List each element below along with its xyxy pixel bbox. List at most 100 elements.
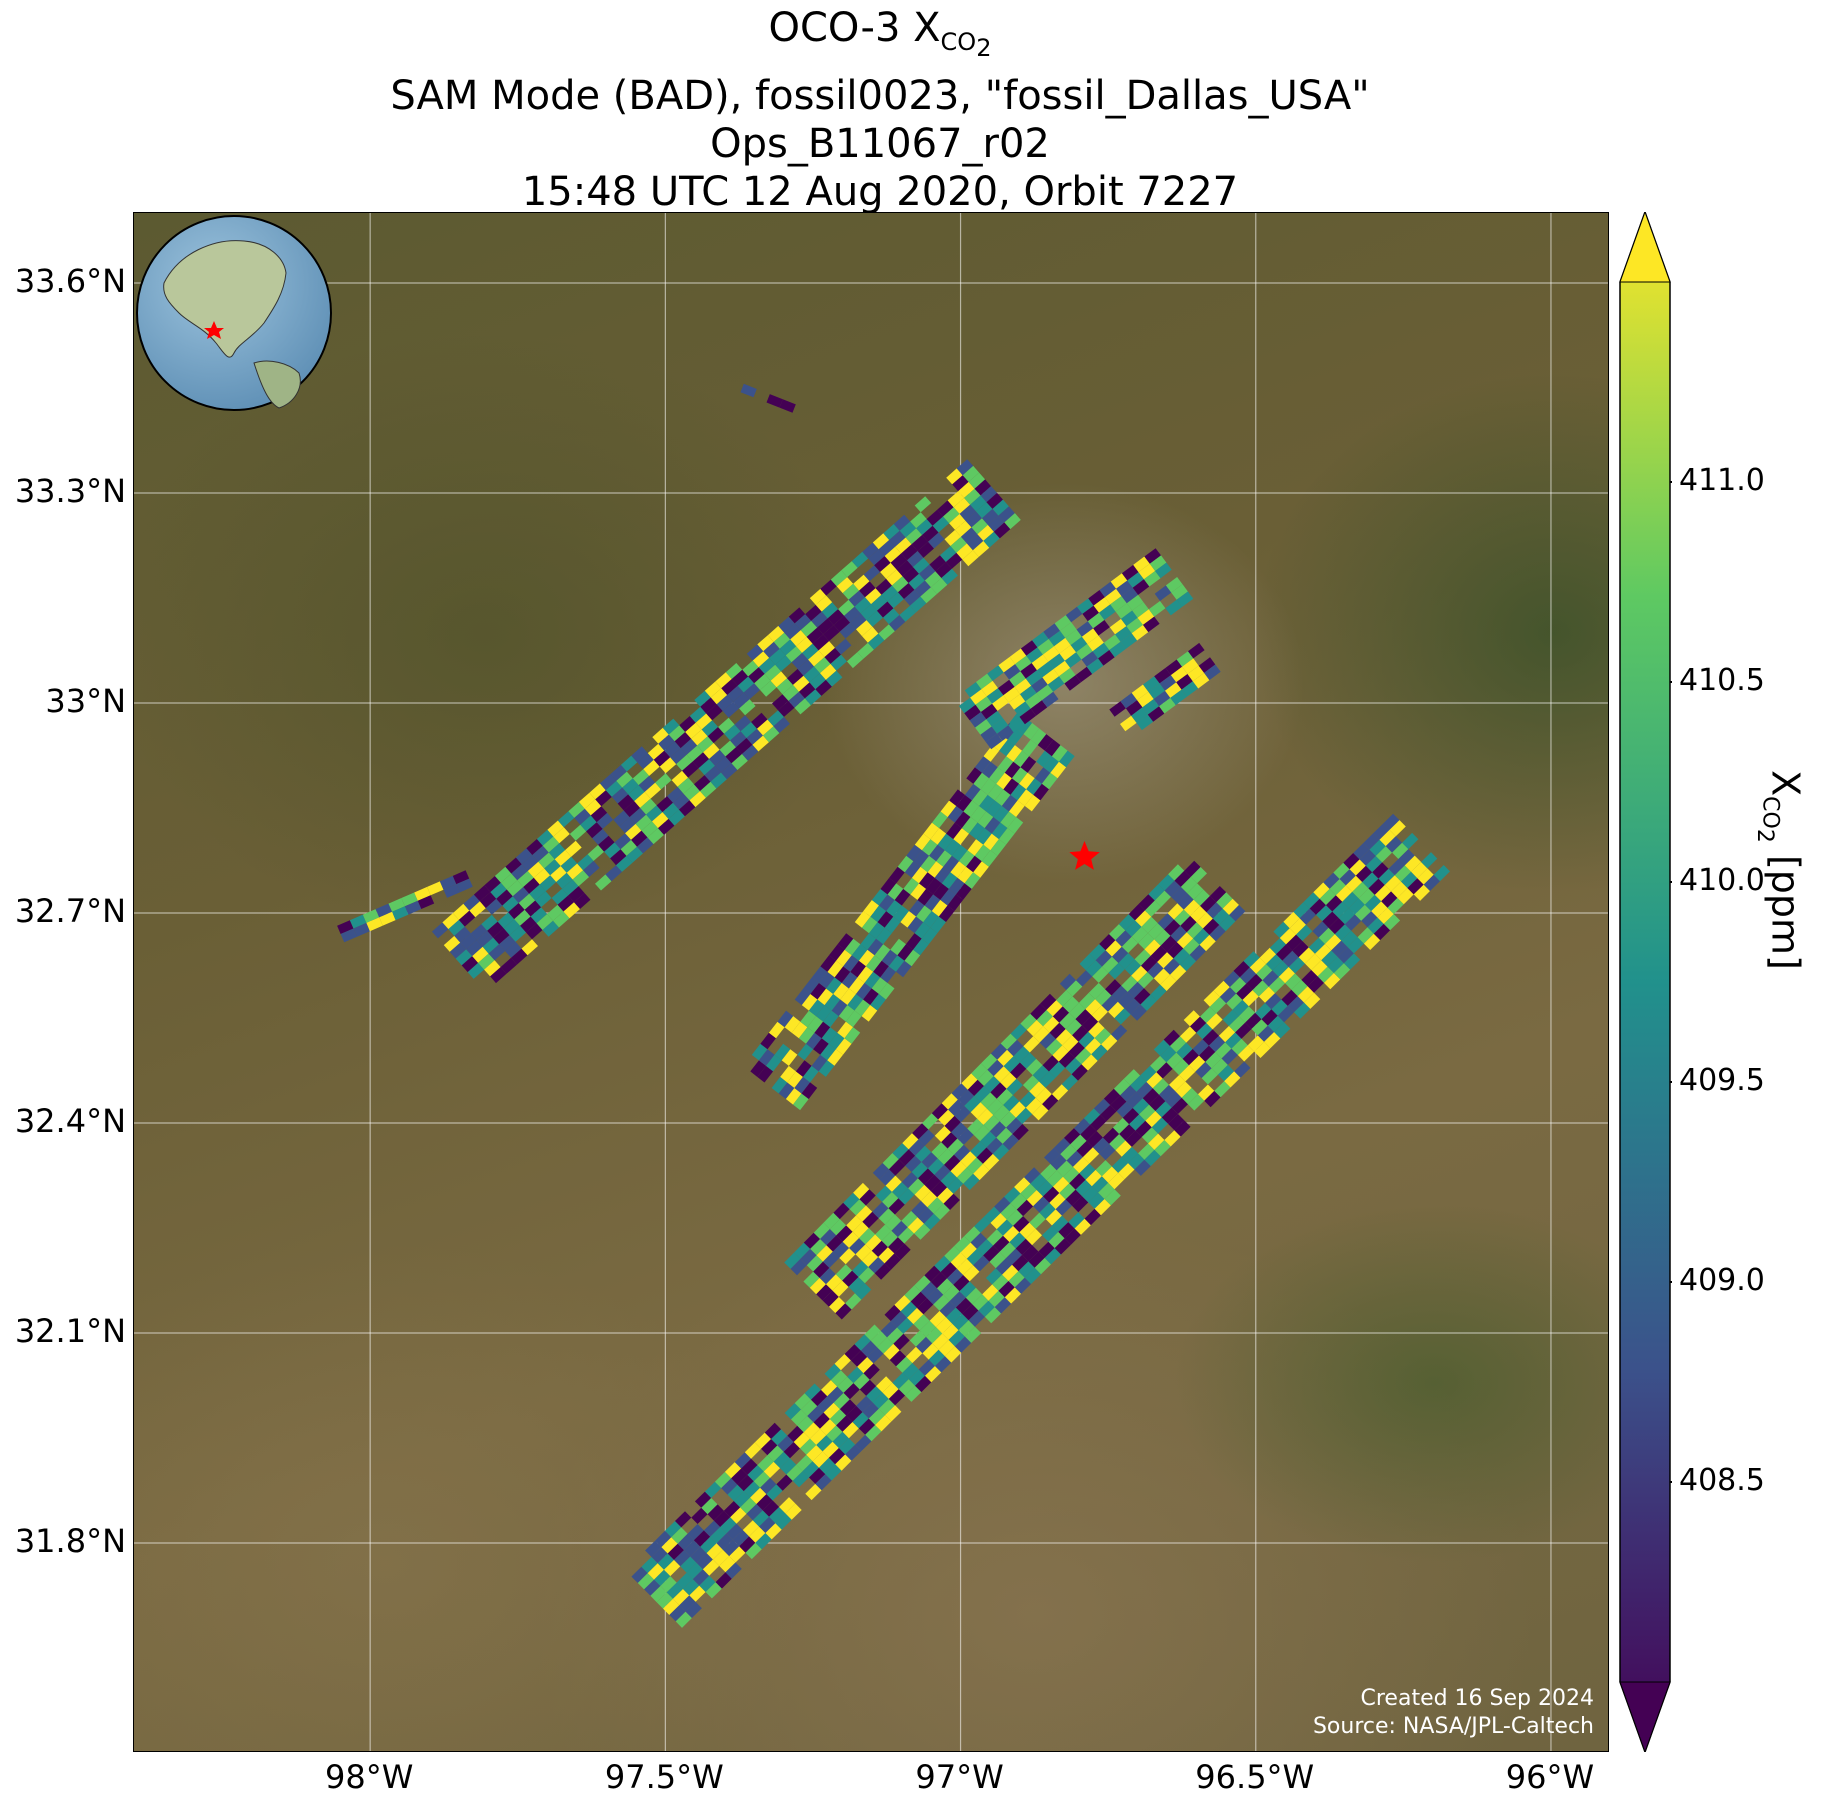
- y-tick-label: 33.6°N: [14, 262, 126, 300]
- sounding-cell: [802, 643, 819, 660]
- sounding-cell: [1165, 577, 1183, 593]
- sounding-cell: [790, 630, 807, 647]
- sounding-cell: [876, 1376, 893, 1393]
- sounding-cell: [1148, 601, 1166, 617]
- sounding-cell: [839, 1399, 857, 1416]
- satellite-map[interactable]: Created 16 Sep 2024 Source: NASA/JPL-Cal…: [133, 212, 1609, 1752]
- sounding-cell: [704, 681, 722, 698]
- sounding-cell: [1076, 970, 1093, 987]
- sounding-cell: [931, 899, 948, 917]
- sounding-cell: [1053, 1176, 1070, 1193]
- sounding-cell: [1080, 1124, 1097, 1141]
- sounding-cell: [1002, 1134, 1019, 1151]
- sounding-cell: [757, 1455, 774, 1472]
- sounding-cell: [1312, 921, 1329, 938]
- sounding-cell: [902, 567, 919, 583]
- sounding-cell: [685, 1601, 702, 1618]
- sounding-cell: [823, 1010, 839, 1028]
- sounding-cell: [827, 609, 845, 626]
- sounding-cell: [817, 618, 834, 635]
- sounding-cell: [1401, 871, 1418, 888]
- sounding-cell: [1009, 671, 1026, 687]
- sounding-cell: [805, 604, 822, 621]
- x-tick-label: 96.5°W: [1195, 1758, 1315, 1796]
- sounding-cell: [1023, 1036, 1040, 1053]
- sounding-cell: [1131, 624, 1149, 641]
- colorbar-label: XCO2 [ppm]: [1752, 770, 1808, 970]
- sounding-cell: [1072, 1025, 1089, 1042]
- sounding-cell: [677, 777, 694, 794]
- sounding-cell: [1154, 667, 1171, 684]
- sounding-cell: [1104, 1189, 1121, 1206]
- sounding-cell: [1176, 932, 1194, 949]
- sounding-cell: [927, 861, 944, 878]
- sounding-cell: [1036, 1010, 1053, 1027]
- sounding-cell: [820, 663, 837, 680]
- sounding-cell: [910, 883, 927, 900]
- sounding-cell: [458, 910, 476, 927]
- sounding-cell: [933, 1294, 950, 1311]
- sounding-cell: [827, 1386, 844, 1403]
- sounding-cell: [894, 1295, 911, 1312]
- sounding-cell: [779, 1497, 796, 1514]
- sounding-cell: [1019, 1091, 1036, 1108]
- sounding-cell: [887, 1327, 904, 1344]
- sounding-cell: [1118, 914, 1136, 931]
- sounding-cell: [898, 1149, 916, 1166]
- sounding-cell: [1229, 977, 1247, 994]
- sounding-cell: [1086, 658, 1104, 674]
- sounding-cell: [1088, 1192, 1105, 1209]
- sounding-cell: [1243, 951, 1260, 968]
- sounding-cell: [879, 894, 895, 912]
- sounding-cell: [885, 1405, 902, 1422]
- sounding-cell: [692, 1569, 710, 1586]
- sounding-cell: [995, 1258, 1013, 1275]
- target-star-icon: [1069, 841, 1100, 870]
- sounding-cell: [977, 1108, 994, 1125]
- sounding-cell: [819, 971, 835, 989]
- sounding-cell: [909, 900, 925, 917]
- sounding-cell: [833, 982, 849, 1000]
- sounding-cell: [963, 800, 980, 817]
- sounding-cell: [842, 1231, 859, 1248]
- sounding-cell: [362, 909, 380, 923]
- sounding-cell: [634, 791, 651, 808]
- sounding-cell: [1171, 584, 1188, 600]
- sounding-cell: [852, 1412, 869, 1429]
- sounding-cell: [1246, 973, 1263, 991]
- sounding-cell: [1129, 1114, 1146, 1131]
- sounding-cell: [1059, 1183, 1076, 1200]
- sounding-cell: [1084, 1208, 1101, 1226]
- sounding-cell: [637, 1573, 655, 1590]
- sounding-cell: [809, 588, 827, 605]
- sounding-cell: [1043, 1186, 1060, 1203]
- sounding-cell: [964, 783, 981, 801]
- sounding-cell: [1006, 1209, 1024, 1226]
- sounding-cell: [778, 700, 795, 717]
- sounding-cell: [1216, 892, 1233, 909]
- sounding-cell: [1383, 813, 1400, 830]
- sounding-cell: [987, 1059, 1004, 1077]
- sounding-cell: [1006, 1117, 1023, 1134]
- sounding-cell: [976, 828, 992, 845]
- sounding-swath: [958, 548, 1194, 750]
- sounding-cell: [884, 1304, 901, 1322]
- sounding-cell: [1196, 1023, 1213, 1040]
- sounding-cell: [1138, 933, 1155, 950]
- sounding-cell: [1076, 1140, 1093, 1158]
- sounding-cell: [388, 898, 405, 912]
- sounding-cell: [1111, 1156, 1129, 1173]
- sounding-cell: [1101, 1034, 1118, 1051]
- sounding-cell: [517, 871, 534, 887]
- sounding-cell: [794, 698, 811, 715]
- sounding-cell: [746, 644, 764, 661]
- sounding-cell: [952, 475, 969, 492]
- sounding-cell: [860, 604, 877, 621]
- sounding-cell: [947, 1138, 964, 1155]
- sounding-cell: [975, 719, 992, 735]
- sounding-cell: [631, 746, 648, 763]
- sounding-cell: [963, 1173, 980, 1191]
- sounding-cell: [921, 1191, 938, 1208]
- sounding-cell: [990, 1043, 1008, 1060]
- sounding-cell: [1121, 975, 1138, 992]
